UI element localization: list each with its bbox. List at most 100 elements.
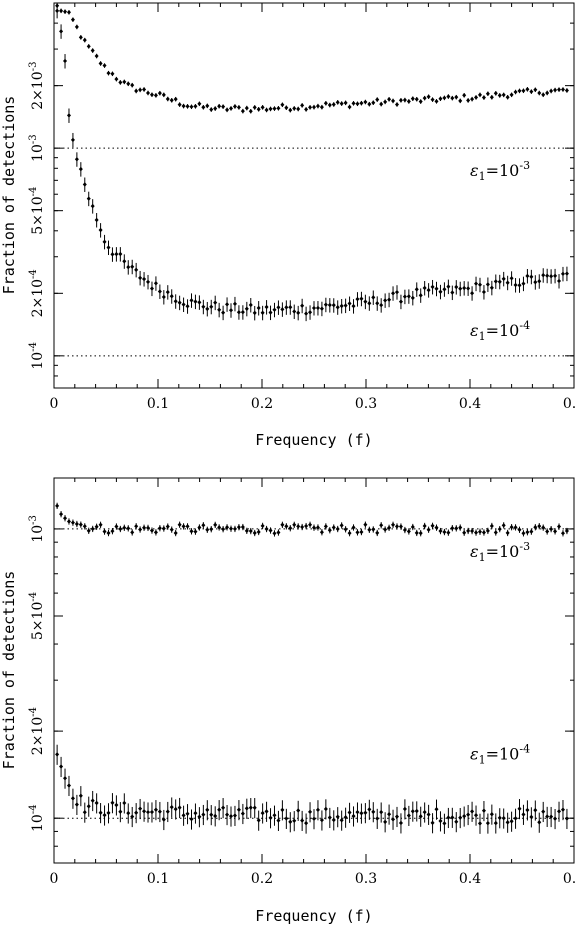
data-point (248, 805, 253, 810)
data-point (422, 95, 427, 101)
data-point (229, 813, 234, 819)
data-point (438, 528, 443, 534)
data-point (363, 522, 368, 527)
data-point (501, 523, 506, 528)
data-point (185, 811, 190, 817)
data-point (549, 88, 554, 94)
data-point (454, 526, 459, 531)
data-point (268, 528, 273, 533)
data-point (66, 783, 71, 788)
data-point (304, 820, 309, 826)
data-point (327, 527, 332, 533)
data-point (359, 810, 364, 816)
data-point (149, 809, 154, 815)
data-point (402, 527, 407, 533)
data-point (477, 529, 482, 535)
data-point (292, 106, 297, 111)
data-point (529, 89, 534, 94)
data-point (55, 503, 60, 509)
y-tick-label: 2×10-4 (28, 269, 46, 317)
data-point (418, 814, 423, 819)
data-point (434, 806, 439, 812)
data-point (292, 818, 297, 824)
data-point (414, 287, 419, 292)
data-point (477, 821, 482, 826)
data-point (450, 290, 455, 295)
data-point (557, 809, 562, 814)
data-point (402, 97, 407, 103)
data-point (323, 100, 328, 106)
data-point (114, 251, 119, 257)
data-point (142, 87, 147, 92)
y-tick-label: 2×10-4 (28, 707, 46, 755)
data-point (347, 104, 352, 110)
data-point (94, 524, 99, 530)
data-point (126, 81, 131, 87)
data-point (173, 96, 178, 102)
data-point (312, 305, 316, 311)
data-point (462, 285, 467, 291)
data-point (489, 523, 494, 529)
data-point (74, 24, 79, 30)
data-point (157, 289, 162, 294)
data-point (387, 297, 392, 302)
data-point (221, 805, 226, 810)
data-point (264, 526, 269, 532)
data-point (217, 807, 222, 813)
data-point (493, 279, 498, 284)
data-point (414, 530, 419, 536)
data-point (90, 526, 95, 532)
data-point (489, 94, 494, 100)
data-point (134, 523, 139, 529)
data-point (383, 819, 388, 825)
data-point (442, 821, 447, 826)
data-point (232, 104, 237, 109)
data-point (63, 515, 68, 521)
plot-frame (53, 2, 575, 389)
data-point (430, 523, 435, 529)
data-point (118, 809, 123, 815)
data-point (319, 306, 324, 311)
data-point (59, 511, 64, 517)
data-point (549, 814, 554, 819)
data-point (560, 271, 565, 277)
plot-frame (53, 477, 575, 864)
data-point (126, 810, 131, 816)
data-point (454, 819, 459, 825)
data-point (367, 300, 372, 306)
data-point (288, 107, 293, 113)
data-point (248, 528, 253, 534)
data-point (296, 106, 301, 112)
data-point (55, 8, 60, 14)
data-point (205, 807, 210, 813)
data-point (458, 286, 463, 291)
data-point (142, 276, 147, 282)
series-1 (55, 502, 569, 537)
data-point (458, 98, 463, 104)
data-point (276, 530, 281, 535)
data-point (280, 102, 285, 108)
data-point (161, 526, 166, 531)
data-point (236, 309, 241, 315)
data-point (355, 809, 360, 815)
data-point (363, 99, 368, 105)
data-point (462, 530, 467, 535)
data-point (98, 810, 103, 816)
data-point (343, 303, 348, 308)
data-point (213, 813, 218, 819)
data-point (541, 92, 546, 98)
data-point (146, 279, 151, 285)
data-point (236, 524, 241, 530)
data-point (252, 805, 257, 810)
data-point (110, 71, 115, 77)
data-point (351, 525, 356, 530)
data-point (394, 102, 399, 107)
data-point (74, 802, 79, 807)
data-point (98, 522, 103, 528)
data-point (90, 203, 95, 209)
data-point (130, 530, 135, 535)
data-point (110, 528, 115, 534)
data-point (521, 812, 526, 817)
data-point (153, 281, 158, 286)
x-tick-label: 0.3 (355, 396, 377, 412)
